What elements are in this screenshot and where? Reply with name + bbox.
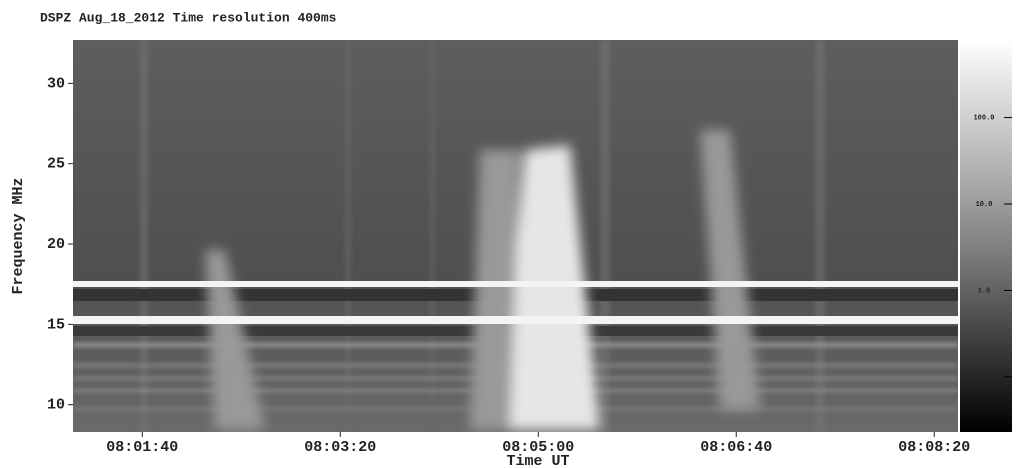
y-tick-label: 15 [47,316,65,333]
x-tick-label: 08:08:20 [898,439,970,456]
y-tick-label: 10 [47,397,65,414]
x-tick-label: 08:01:40 [106,439,178,456]
colorbar-tick-label: 100.0 [973,114,994,122]
colorbar [960,40,1012,432]
y-tick-label: 20 [47,236,65,253]
x-tick-label: 08:03:20 [304,439,376,456]
colorbar-tick-label: 1.0 [978,287,991,295]
x-tick-label: 08:05:00 [502,439,574,456]
y-tick-label: 30 [47,75,65,92]
colorbar-tick-label: 0.1 [978,374,991,382]
chart-title: DSPZ Aug_18_2012 Time resolution 400ms [40,10,337,25]
spectrogram-image [73,40,958,432]
y-axis-label: Frequency MHz [10,177,27,294]
y-tick-label: 25 [47,156,65,173]
x-axis-label: Time UT [506,453,569,468]
colorbar-tick-label: 10.0 [976,201,993,209]
x-tick-label: 08:06:40 [700,439,772,456]
